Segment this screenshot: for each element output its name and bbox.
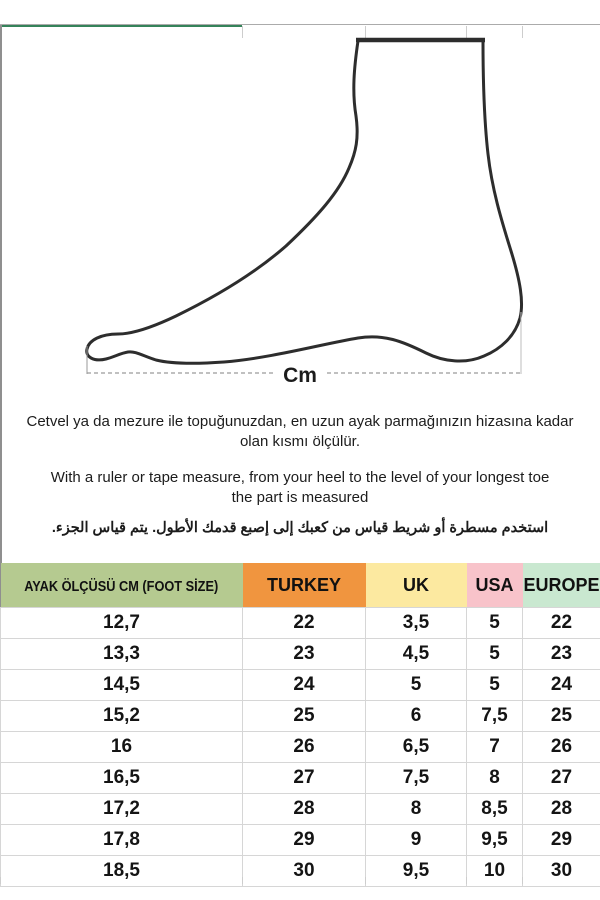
size-cell: 9 bbox=[365, 824, 467, 856]
size-cell: 17,8 bbox=[0, 824, 243, 856]
size-cell: 12,7 bbox=[0, 607, 243, 639]
size-cell: 15,2 bbox=[0, 700, 243, 732]
size-cell: 27 bbox=[242, 762, 366, 794]
size-cell: 25 bbox=[242, 700, 366, 732]
header-usa: USA bbox=[466, 563, 523, 608]
column-tick bbox=[242, 26, 243, 38]
size-cell: 22 bbox=[242, 607, 366, 639]
cm-label: Cm bbox=[283, 364, 317, 387]
instruction-english-line2: the part is measured bbox=[231, 489, 369, 506]
size-cell: 5 bbox=[365, 669, 467, 701]
table-row: 15,2 25 6 7,5 25 bbox=[0, 700, 600, 732]
size-cell: 26 bbox=[242, 731, 366, 763]
table-row: 17,2 28 8 8,5 28 bbox=[0, 793, 600, 825]
header-foot-size: AYAK ÖLÇÜSÜ CM (FOOT SİZE) bbox=[0, 563, 243, 608]
foot-measurement-diagram: Cm bbox=[85, 37, 524, 387]
size-cell: 13,3 bbox=[0, 638, 243, 670]
size-cell: 27 bbox=[522, 762, 600, 794]
column-tick-bottom bbox=[242, 877, 243, 884]
instruction-english: With a ruler or tape measure, from your … bbox=[0, 468, 600, 508]
sheet-left-border bbox=[0, 25, 2, 877]
size-cell: 30 bbox=[242, 855, 366, 887]
size-cell: 30 bbox=[522, 855, 600, 887]
instruction-turkish: Cetvel ya da mezure ile topuğunuzdan, en… bbox=[0, 412, 600, 452]
column-tick-bottom bbox=[0, 877, 1, 884]
table-row: 14,5 24 5 5 24 bbox=[0, 669, 600, 701]
size-cell: 25 bbox=[522, 700, 600, 732]
size-cell: 6 bbox=[365, 700, 467, 732]
header-europe: EUROPE bbox=[522, 563, 600, 608]
size-cell: 3,5 bbox=[365, 607, 467, 639]
table-row: 16 26 6,5 7 26 bbox=[0, 731, 600, 763]
size-cell: 16 bbox=[0, 731, 243, 763]
column-tick-bottom bbox=[522, 877, 523, 884]
size-cell: 4,5 bbox=[365, 638, 467, 670]
size-cell: 5 bbox=[466, 607, 523, 639]
table-header-row: AYAK ÖLÇÜSÜ CM (FOOT SİZE) TURKEY UK USA… bbox=[0, 563, 600, 608]
size-cell: 5 bbox=[466, 638, 523, 670]
header-turkey: TURKEY bbox=[242, 563, 366, 608]
sheet-top-border-green bbox=[0, 25, 242, 27]
column-tick bbox=[365, 26, 366, 38]
column-tick bbox=[466, 26, 467, 38]
size-cell: 7 bbox=[466, 731, 523, 763]
size-cell: 16,5 bbox=[0, 762, 243, 794]
table-row: 12,7 22 3,5 5 22 bbox=[0, 607, 600, 639]
instruction-english-line1: With a ruler or tape measure, from your … bbox=[50, 469, 550, 486]
size-cell: 29 bbox=[522, 824, 600, 856]
column-tick-bottom bbox=[365, 877, 366, 884]
size-cell: 23 bbox=[522, 638, 600, 670]
size-cell: 9,5 bbox=[466, 824, 523, 856]
size-cell: 14,5 bbox=[0, 669, 243, 701]
size-cell: 24 bbox=[242, 669, 366, 701]
size-cell: 28 bbox=[242, 793, 366, 825]
size-cell: 17,2 bbox=[0, 793, 243, 825]
size-cell: 7,5 bbox=[365, 762, 467, 794]
table-row: 18,5 30 9,5 10 30 bbox=[0, 855, 600, 887]
table-row: 17,8 29 9 9,5 29 bbox=[0, 824, 600, 856]
foot-outline bbox=[85, 39, 524, 365]
size-cell: 7,5 bbox=[466, 700, 523, 732]
table-row: 13,3 23 4,5 5 23 bbox=[0, 638, 600, 670]
size-cell: 10 bbox=[466, 855, 523, 887]
size-cell: 29 bbox=[242, 824, 366, 856]
size-cell: 18,5 bbox=[0, 855, 243, 887]
sheet-top-border bbox=[0, 24, 600, 25]
size-cell: 8 bbox=[365, 793, 467, 825]
instruction-turkish-line2: olan kısmı ölçülür. bbox=[239, 433, 361, 450]
column-tick bbox=[522, 26, 523, 38]
size-cell: 9,5 bbox=[365, 855, 467, 887]
header-uk: UK bbox=[365, 563, 467, 608]
size-cell: 22 bbox=[522, 607, 600, 639]
instruction-arabic: استخدم مسطرة أو شريط قياس من كعبك إلى إص… bbox=[51, 520, 549, 536]
size-cell: 6,5 bbox=[365, 731, 467, 763]
size-cell: 23 bbox=[242, 638, 366, 670]
size-cell: 8 bbox=[466, 762, 523, 794]
size-cell: 28 bbox=[522, 793, 600, 825]
size-cell: 8,5 bbox=[466, 793, 523, 825]
size-cell: 24 bbox=[522, 669, 600, 701]
instruction-turkish-line1: Cetvel ya da mezure ile topuğunuzdan, en… bbox=[26, 413, 574, 430]
size-chart-table: AYAK ÖLÇÜSÜ CM (FOOT SİZE) TURKEY UK USA… bbox=[0, 563, 600, 887]
size-cell: 26 bbox=[522, 731, 600, 763]
column-tick-bottom bbox=[466, 877, 467, 884]
size-cell: 5 bbox=[466, 669, 523, 701]
header-foot-size-label: AYAK ÖLÇÜSÜ CM (FOOT SİZE) bbox=[24, 578, 219, 595]
table-row: 16,5 27 7,5 8 27 bbox=[0, 762, 600, 794]
